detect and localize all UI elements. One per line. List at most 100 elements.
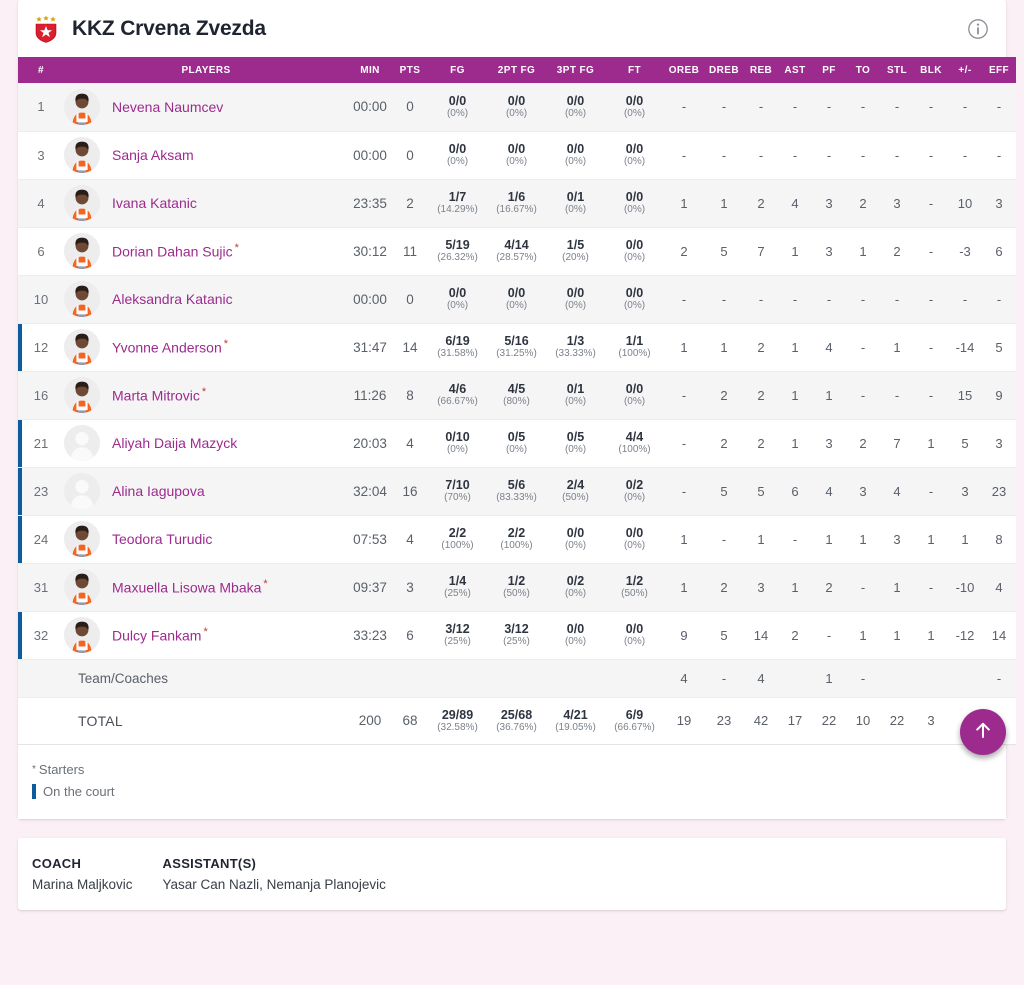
player-2pt-fg: 2/2 (100%)	[487, 515, 546, 564]
ft-cell: 0/2 (0%)	[605, 478, 664, 504]
fg-pct: (0%)	[446, 108, 469, 120]
fg2-cell: 4/14 (28.57%)	[487, 238, 546, 264]
col-header-stl[interactable]: STL	[880, 57, 914, 83]
col-header-ft[interactable]: FT	[605, 57, 664, 83]
player-name-link[interactable]: Aleksandra Katanic	[112, 291, 233, 307]
table-row[interactable]: 12 Yvonne Anderson * 31:47 14 6/19 (31.58%) 5/1…	[18, 323, 1016, 372]
fg3-made: 0/0	[566, 526, 585, 541]
col-header-plus-minus[interactable]: +/-	[948, 57, 982, 83]
col-header-min[interactable]: MIN	[348, 57, 392, 83]
col-header-fg[interactable]: FG	[428, 57, 487, 83]
player-reb: 14	[744, 611, 778, 660]
player-oreb: 2	[664, 227, 704, 276]
fg-made: 1/7	[448, 190, 467, 205]
player-reb: -	[744, 275, 778, 324]
player-stl: 1	[880, 563, 914, 612]
player-3pt-fg: 0/0 (0%)	[546, 275, 605, 324]
fg3-cell: 0/0 (0%)	[546, 622, 605, 648]
table-row[interactable]: 21 Aliyah Daija Mazyck 20:03 4 0/10 (0%) 0/5 (0…	[18, 419, 1016, 468]
col-header-pts[interactable]: PTS	[392, 57, 428, 83]
col-header-2pt-fg[interactable]: 2PT FG	[487, 57, 546, 83]
col-header-eff[interactable]: EFF	[982, 57, 1016, 83]
table-row[interactable]: 3 Sanja Aksam 00:00 0 0/0 (0%) 0/0 (0%) 0/0 (0%) 0…	[18, 131, 1016, 180]
table-row[interactable]: 24 Teodora Turudic 07:53 4 2/2 (100%) 2/2 (100%…	[18, 515, 1016, 564]
total-dreb: 23	[704, 697, 744, 745]
col-header-oreb[interactable]: OREB	[664, 57, 704, 83]
player-name-link[interactable]: Yvonne Anderson *	[112, 338, 229, 356]
col-header-dreb[interactable]: DREB	[704, 57, 744, 83]
player-name-cell[interactable]: Dorian Dahan Sujic *	[64, 227, 348, 276]
total-fg3-pct: (19.05%)	[555, 721, 596, 733]
player-name-link[interactable]: Alina Iagupova	[112, 483, 205, 499]
fg3-pct: (33.33%)	[555, 348, 596, 360]
table-row[interactable]: 4 Ivana Katanic 23:35 2 1/7 (14.29%) 1/6 (16.67…	[18, 179, 1016, 228]
player-name-cell[interactable]: Sanja Aksam	[64, 131, 348, 180]
player-name-cell[interactable]: Dulcy Fankam *	[64, 611, 348, 660]
total-to: 10	[846, 697, 880, 745]
col-header-pf[interactable]: PF	[812, 57, 846, 83]
col-header-to[interactable]: TO	[846, 57, 880, 83]
player-name-link[interactable]: Dulcy Fankam *	[112, 626, 208, 644]
info-circle-icon[interactable]	[966, 17, 990, 41]
fg-pct: (0%)	[446, 300, 469, 312]
table-row[interactable]: 16 Marta Mitrovic * 11:26 8 4/6 (66.67%) 4/5 (80…	[18, 371, 1016, 420]
fg-pct: (25%)	[444, 636, 471, 648]
table-row[interactable]: 31 Maxuella Lisowa Mbaka * 09:37 3 1/4 (25%) 1/…	[18, 563, 1016, 612]
fg3-made: 1/3	[566, 334, 585, 349]
player-name-cell[interactable]: Aliyah Daija Mazyck	[64, 419, 348, 468]
col-header-number[interactable]: #	[18, 57, 64, 83]
table-row[interactable]: 32 Dulcy Fankam * 33:23 6 3/12 (25%) 3/12 (25%) 0…	[18, 611, 1016, 660]
col-header-ast[interactable]: AST	[778, 57, 812, 83]
oncourt-bar-icon	[32, 784, 36, 799]
fg-made: 2/2	[448, 526, 467, 541]
table-row[interactable]: 10 Aleksandra Katanic 00:00 0 0/0 (0%) 0/0 (0%)…	[18, 275, 1016, 324]
player-3pt-fg: 0/0 (0%)	[546, 611, 605, 660]
fg2-made: 3/12	[504, 622, 529, 637]
table-row[interactable]: 1 Nevena Naumcev 00:00 0 0/0 (0%) 0/0 (0%) 0/0 (0…	[18, 83, 1016, 132]
player-blk: -	[914, 371, 948, 420]
col-header-3pt-fg[interactable]: 3PT FG	[546, 57, 605, 83]
player-name-link[interactable]: Aliyah Daija Mazyck	[112, 435, 238, 451]
fg-made: 0/0	[448, 93, 467, 108]
col-header-blk[interactable]: BLK	[914, 57, 948, 83]
player-name-cell[interactable]: Maxuella Lisowa Mbaka *	[64, 563, 348, 612]
player-minutes: 07:53	[348, 515, 392, 564]
player-name-link[interactable]: Teodora Turudic	[112, 531, 213, 547]
fg3-made: 0/0	[566, 142, 585, 157]
player-name-cell[interactable]: Ivana Katanic	[64, 179, 348, 228]
player-name-link[interactable]: Ivana Katanic	[112, 195, 197, 211]
player-minutes: 33:23	[348, 611, 392, 660]
total-ft: 6/9 (66.67%)	[605, 697, 664, 745]
fg2-pct: (100%)	[500, 540, 533, 552]
player-ast: 1	[778, 419, 812, 468]
team-coaches-row: Team/Coaches 4-4 1- -	[18, 659, 1016, 698]
player-name-link[interactable]: Sanja Aksam	[112, 147, 194, 163]
table-row[interactable]: 6 Dorian Dahan Sujic * 30:12 11 5/19 (26.32%) 4…	[18, 227, 1016, 276]
player-reb: 5	[744, 467, 778, 516]
fg2-cell: 0/0 (0%)	[487, 94, 546, 120]
player-name-link[interactable]: Nevena Naumcev	[112, 98, 224, 115]
fg2-pct: (0%)	[505, 156, 528, 168]
player-name-cell[interactable]: Marta Mitrovic *	[64, 371, 348, 420]
player-name-cell[interactable]: Aleksandra Katanic	[64, 275, 348, 324]
player-name-cell[interactable]: Yvonne Anderson *	[64, 323, 348, 372]
table-row[interactable]: 23 Alina Iagupova 32:04 16 7/10 (70%) 5/6 (83.3…	[18, 467, 1016, 516]
player-oreb: -	[664, 275, 704, 324]
player-avatar	[64, 521, 100, 557]
player-name-cell[interactable]: Alina Iagupova	[64, 467, 348, 516]
player-name-link[interactable]: Marta Mitrovic *	[112, 386, 207, 404]
col-header-players[interactable]: PLAYERS	[64, 57, 348, 83]
scroll-to-top-button[interactable]	[960, 709, 1006, 755]
player-name-link[interactable]: Maxuella Lisowa Mbaka *	[112, 578, 268, 596]
player-oreb: -	[664, 131, 704, 180]
col-header-reb[interactable]: REB	[744, 57, 778, 83]
ft-cell: 1/2 (50%)	[605, 574, 664, 600]
player-fg: 0/0 (0%)	[428, 131, 487, 180]
player-2pt-fg: 0/0 (0%)	[487, 83, 546, 132]
player-name-cell[interactable]: Nevena Naumcev	[64, 83, 348, 132]
fg2-pct: (16.67%)	[496, 204, 537, 216]
player-name-cell[interactable]: Teodora Turudic	[64, 515, 348, 564]
player-plus-minus: -	[948, 131, 982, 180]
player-name-link[interactable]: Dorian Dahan Sujic *	[112, 242, 239, 260]
